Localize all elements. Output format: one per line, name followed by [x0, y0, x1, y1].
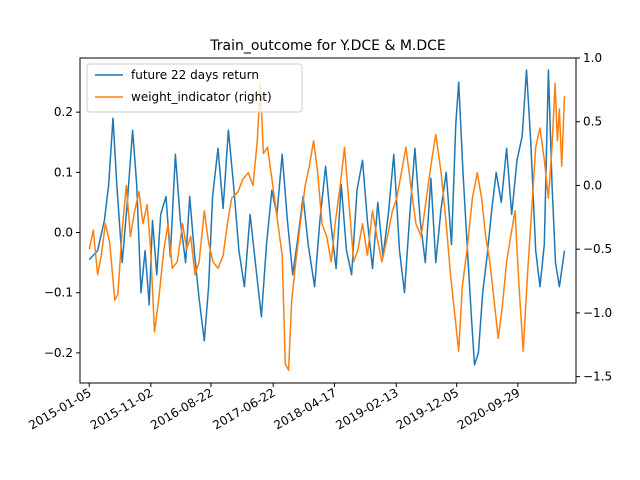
legend-box: [86, 63, 303, 113]
y-right-tick-label: −1.5: [583, 370, 612, 384]
y-right-tick-label: −0.5: [583, 242, 612, 256]
legend-label-return: future 22 days return: [131, 68, 259, 82]
y-right-tick-label: 0.0: [583, 178, 602, 192]
chart-title: Train_outcome for Y.DCE & M.DCE: [209, 38, 446, 54]
y-left-tick-label: −0.1: [44, 286, 73, 300]
y-right-tick-label: −1.0: [583, 306, 612, 320]
legend: future 22 days return weight_indicator (…: [86, 63, 303, 113]
legend-label-weight: weight_indicator (right): [131, 90, 272, 104]
plot-frame: [79, 57, 577, 384]
y-right-tick-label: 0.5: [583, 115, 602, 129]
y-left-tick-label: 0.2: [54, 105, 73, 119]
series-line-weight: [88, 82, 566, 372]
y-left-tick-label: −0.2: [44, 346, 73, 360]
series-line-return: [88, 69, 566, 366]
y-left-tick-label: 0.1: [54, 165, 73, 179]
series-lines: [88, 69, 566, 372]
y-left-tick-label: 0.0: [54, 226, 73, 240]
y-right-tick-label: 1.0: [583, 51, 602, 65]
